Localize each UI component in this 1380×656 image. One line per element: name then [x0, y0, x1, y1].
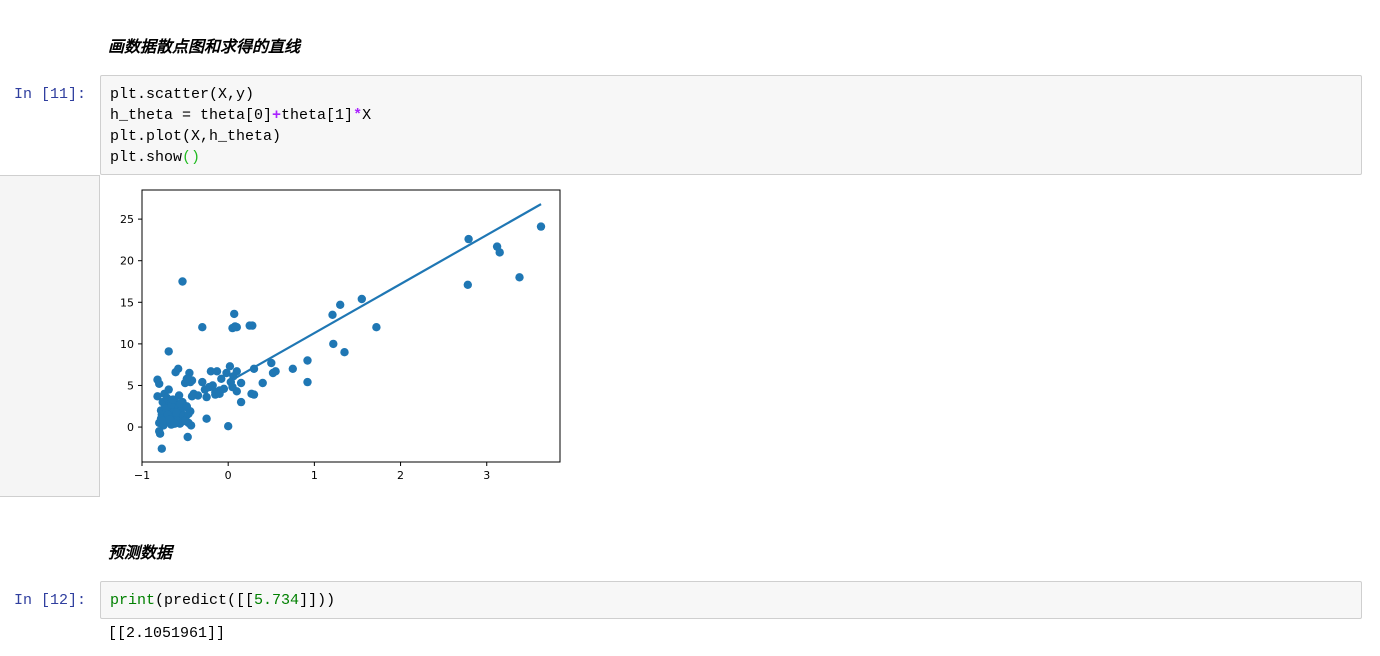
- x-tick-label: 2: [397, 469, 404, 482]
- scatter-point: [198, 323, 207, 332]
- scatter-point: [155, 379, 164, 388]
- scatter-point: [236, 397, 246, 407]
- scatter-point: [206, 367, 216, 376]
- scatter-point: [202, 414, 211, 423]
- code-line-2: h_theta = theta[0]+theta[1]*X: [110, 107, 372, 124]
- code-editor-11[interactable]: plt.scatter(X,y) h_theta = theta[0]+thet…: [110, 84, 371, 168]
- output-prompt-area[interactable]: [0, 175, 100, 497]
- scatter-point: [164, 347, 173, 356]
- scatter-point: [155, 427, 164, 436]
- scatter-point: [357, 294, 366, 304]
- output-text-12: [[2.1051961]]: [108, 625, 226, 642]
- scatter-point: [232, 367, 241, 376]
- x-tick-label: 0: [225, 469, 232, 482]
- scatter-point: [187, 392, 197, 401]
- scatter-point: [464, 234, 473, 244]
- scatter-point: [217, 374, 226, 383]
- heading-scatter-and-line: 画数据散点图和求得的直线: [108, 37, 301, 56]
- scatter-plot: −1 0 1 2 3 0 5 10 15 20 25: [120, 189, 561, 482]
- code-cell-11[interactable]: plt.scatter(X,y) h_theta = theta[0]+thet…: [100, 75, 1362, 175]
- code-line-1: plt.scatter(X,y): [110, 86, 255, 103]
- scatter-point: [157, 444, 166, 453]
- y-tick-label: 15: [120, 296, 134, 309]
- scatter-point: [248, 321, 257, 330]
- code-editor-12[interactable]: print(predict([[5.734]])): [110, 592, 336, 609]
- y-tick-label: 5: [127, 379, 134, 392]
- scatter-point: [329, 339, 338, 349]
- scatter-point: [372, 323, 381, 332]
- scatter-point: [236, 378, 246, 388]
- scatter-point: [267, 358, 276, 368]
- x-tick-label: −1: [134, 469, 150, 482]
- y-tick-label: 20: [120, 255, 134, 268]
- scatter-point: [172, 408, 181, 418]
- scatter-point: [232, 323, 241, 332]
- y-tick-label: 0: [127, 421, 134, 434]
- input-prompt-11: In [11]:: [14, 86, 87, 103]
- scatter-point: [336, 300, 345, 309]
- code-cell-12[interactable]: print(predict([[5.734]])): [100, 581, 1362, 619]
- scatter-point: [171, 368, 180, 377]
- scatter-point: [168, 395, 178, 404]
- x-tick-label: 3: [483, 469, 490, 482]
- heading-predict-data: 预测数据: [108, 543, 173, 562]
- scatter-point: [536, 222, 546, 231]
- scatter-point: [328, 310, 337, 319]
- scatter-point: [170, 419, 179, 428]
- x-tick-label: 1: [311, 469, 318, 482]
- scatter-point: [159, 416, 168, 425]
- scatter-point: [180, 416, 190, 425]
- scatter-point: [153, 392, 162, 401]
- scatter-point: [222, 368, 231, 378]
- scatter-point: [208, 381, 217, 390]
- scatter-point: [198, 377, 207, 387]
- scatter-point: [224, 422, 233, 431]
- scatter-point: [225, 362, 235, 371]
- y-tick-label: 25: [120, 213, 134, 226]
- scatter-point: [212, 367, 222, 376]
- scatter-point: [288, 364, 297, 373]
- y-tick-label: 10: [120, 338, 134, 351]
- fit-line: [231, 203, 542, 381]
- scatter-point: [230, 309, 239, 319]
- scatter-point: [215, 389, 224, 398]
- number-literal: 5.734: [254, 592, 300, 609]
- input-prompt-12: In [12]:: [14, 592, 87, 609]
- scatter-point: [202, 392, 211, 402]
- scatter-point: [183, 432, 192, 442]
- scatter-point: [164, 385, 173, 394]
- scatter-point: [182, 374, 191, 383]
- scatter-point: [186, 421, 196, 430]
- scatter-point: [515, 273, 524, 282]
- scatter-point: [495, 248, 504, 257]
- scatter-point: [268, 368, 278, 378]
- scatter-point: [184, 409, 193, 418]
- scatter-point: [303, 356, 312, 365]
- scatter-point: [303, 377, 312, 387]
- scatter-point: [249, 390, 259, 399]
- scatter-point: [178, 277, 187, 286]
- plot-frame: [141, 189, 561, 463]
- scatter-point: [258, 378, 267, 388]
- print-keyword: print: [110, 592, 156, 609]
- scatter-point: [228, 382, 237, 392]
- scatter-point: [340, 348, 349, 357]
- scatter-point: [182, 402, 191, 411]
- scatter-point: [463, 280, 472, 289]
- code-line-4: plt.show(): [110, 149, 201, 166]
- scatter-point: [174, 391, 184, 400]
- code-line-3: plt.plot(X,h_theta): [110, 128, 282, 145]
